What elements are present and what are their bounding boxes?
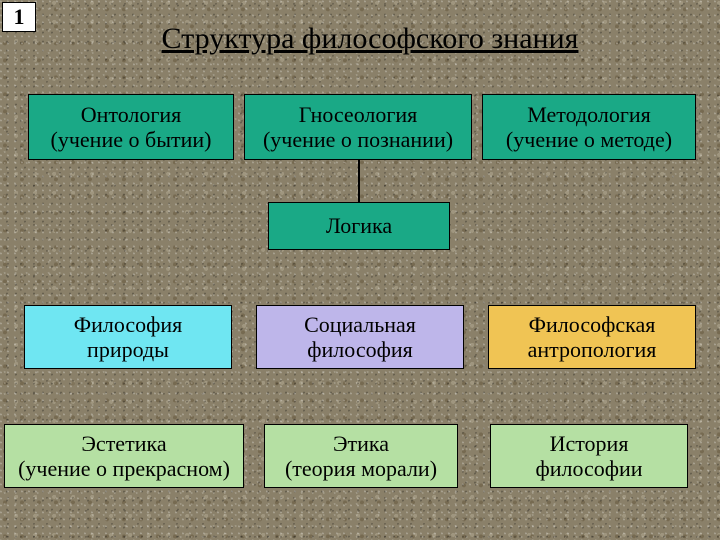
- box-ontology: Онтология(учение о бытии): [28, 94, 234, 160]
- box-line2: (теория морали): [285, 456, 437, 481]
- box-line1: Этика: [333, 431, 389, 456]
- box-line2: философия: [307, 337, 412, 362]
- box-line1: Социальная: [304, 312, 416, 337]
- box-line2: философии: [535, 456, 642, 481]
- box-line1: Философская: [529, 312, 656, 337]
- box-line2: (учение о методе): [506, 127, 672, 152]
- box-phil-nature: Философияприроды: [24, 305, 232, 369]
- box-logic: Логика: [268, 202, 450, 250]
- box-line2: (учение о прекрасном): [18, 456, 230, 481]
- connector: [358, 160, 360, 202]
- diagram-title: Структура философского знания: [120, 22, 620, 56]
- box-line2: (учение о бытии): [51, 127, 212, 152]
- page-number-badge: 1: [2, 2, 36, 32]
- box-line1: Философия: [74, 312, 183, 337]
- box-line1: Гносеология: [299, 102, 418, 127]
- box-line2: антропология: [528, 337, 657, 362]
- box-line2: (учение о познании): [263, 127, 453, 152]
- box-line1: История: [550, 431, 629, 456]
- box-line2: природы: [87, 337, 169, 362]
- box-history-phil: Историяфилософии: [490, 424, 688, 488]
- box-ethics: Этика(теория морали): [264, 424, 458, 488]
- box-line1: Методология: [527, 102, 651, 127]
- box-aesthetics: Эстетика(учение о прекрасном): [4, 424, 244, 488]
- box-line1: Эстетика: [81, 431, 166, 456]
- box-methodology: Методология(учение о методе): [482, 94, 696, 160]
- box-phil-anthro: Философскаяантропология: [488, 305, 696, 369]
- box-social-phil: Социальнаяфилософия: [256, 305, 464, 369]
- page-number-text: 1: [14, 4, 25, 30]
- diagram-title-text: Структура философского знания: [162, 22, 579, 55]
- box-gnoseology: Гносеология(учение о познании): [244, 94, 472, 160]
- box-line1: Онтология: [81, 102, 182, 127]
- box-line1: Логика: [326, 213, 392, 238]
